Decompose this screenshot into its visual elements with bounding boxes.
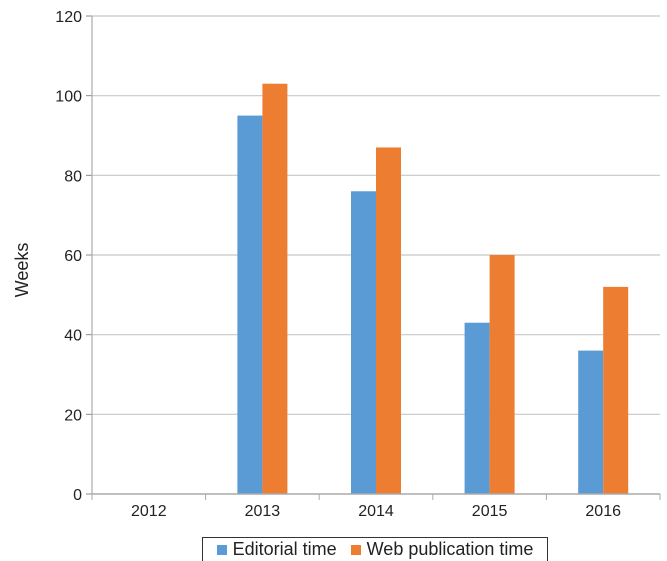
bar-web-2016	[603, 286, 629, 494]
x-tick-label: 2012	[131, 503, 167, 520]
y-tick-label: 0	[73, 487, 82, 504]
x-axis: 2012 2013 2014 2015 2016	[91, 16, 661, 520]
y-tick-label: 20	[64, 407, 82, 424]
y-tick-label: 100	[55, 89, 82, 106]
legend-label-editorial: Editorial time	[232, 539, 337, 559]
legend-swatch-web	[350, 544, 361, 555]
y-tick-label: 120	[55, 9, 82, 26]
bar-editorial-2016	[578, 350, 604, 494]
x-tick-label: 2016	[585, 503, 621, 520]
x-tick-label: 2015	[472, 503, 508, 520]
legend-swatch-editorial	[216, 544, 227, 555]
x-tick-label: 2013	[245, 503, 281, 520]
bars	[237, 83, 629, 494]
bar-editorial-2013	[237, 115, 263, 494]
x-tick-label: 2014	[358, 503, 394, 520]
bar-web-2015	[489, 255, 515, 494]
bar-web-2014	[376, 147, 401, 494]
y-tick-label: 60	[64, 248, 82, 265]
legend-item-web: Web publication time	[350, 539, 534, 560]
y-tick-labels: 0 20 40 60 80 100 120	[55, 9, 92, 504]
bar-web-2013	[262, 83, 288, 494]
y-tick-label: 40	[64, 328, 82, 345]
bar-editorial-2015	[464, 322, 490, 494]
bar-editorial-2014	[351, 191, 376, 494]
y-axis-title: Weeks	[11, 242, 32, 298]
legend: Editorial time Web publication time	[202, 537, 548, 561]
y-tick-label: 80	[64, 168, 82, 185]
legend-label-web: Web publication time	[366, 539, 534, 559]
legend-item-editorial: Editorial time	[216, 539, 337, 560]
